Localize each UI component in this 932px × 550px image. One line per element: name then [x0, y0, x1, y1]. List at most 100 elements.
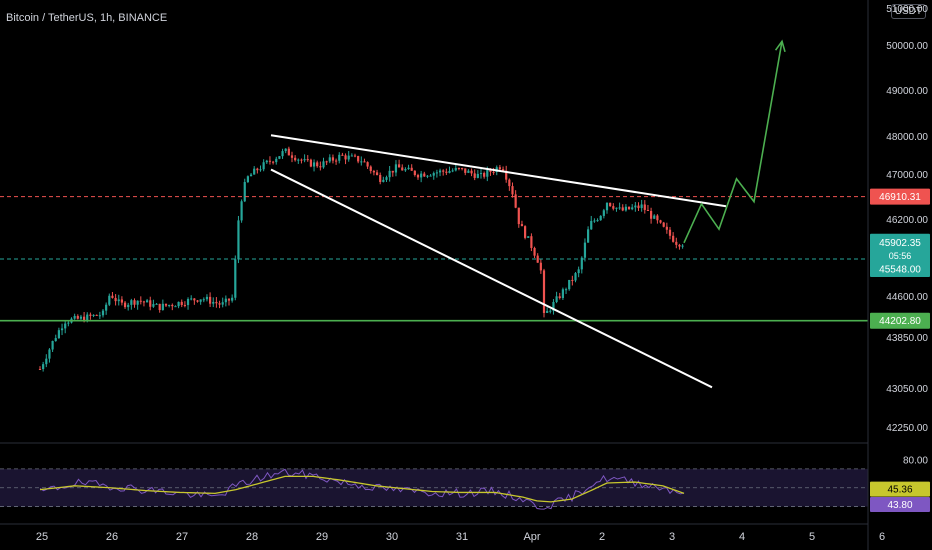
candle-body-105: [369, 166, 372, 171]
price-badge-support: 44202.80: [879, 316, 921, 327]
x-tick-label-11: 5: [809, 531, 815, 543]
candle-body-147: [501, 169, 505, 171]
candle-body-121: [420, 173, 423, 178]
y-tick-label-8: 50000.00: [886, 41, 928, 52]
candle-body-28: [127, 304, 130, 308]
candle-body-180: [605, 202, 609, 211]
candle-body-47: [186, 298, 190, 306]
candle-body-182: [612, 206, 615, 209]
y-tick-label-9: 51000.00: [886, 4, 928, 15]
candle-body-136: [467, 170, 470, 173]
candle-body-20: [101, 310, 105, 316]
y-tick-label-2: 43850.00: [886, 333, 928, 344]
candle-body-172: [580, 257, 583, 270]
candle-body-123: [426, 175, 429, 177]
candle-body-128: [442, 170, 445, 172]
candle-body-122: [423, 173, 426, 177]
chart-title: Bitcoin / TetherUS, 1h, BINANCE: [6, 12, 168, 24]
rsi-ma-badge: 43.80: [887, 500, 912, 511]
candle-body-83: [300, 159, 303, 161]
candle-body-61: [231, 297, 234, 301]
candle-body-15: [86, 314, 89, 322]
candle-body-173: [583, 242, 587, 258]
rsi-y-tick-label-0: 80.00: [903, 455, 928, 466]
candle-body-92: [328, 157, 331, 162]
candle-body-60: [227, 298, 231, 301]
candle-body-95: [338, 154, 341, 161]
candle-body-161: [546, 310, 549, 313]
countdown-label: 05:56: [889, 251, 912, 261]
candle-body-65: [243, 182, 246, 202]
x-tick-label-7: Apr: [523, 531, 540, 543]
y-tick-label-4: 46200.00: [886, 215, 928, 226]
candle-body-169: [571, 279, 574, 281]
projection-arrowhead: [774, 39, 786, 53]
candle-body-31: [136, 300, 139, 305]
rsi-ma-line: [39, 475, 685, 503]
candle-body-130: [448, 171, 451, 173]
candle-body-156: [530, 236, 533, 248]
candle-body-124: [429, 175, 432, 177]
candle-body-200: [668, 229, 672, 236]
candle-body-34: [146, 300, 149, 303]
y-tick-label-3: 44600.00: [886, 292, 928, 303]
candle-body-138: [473, 173, 476, 178]
candle-body-85: [306, 159, 309, 161]
candle-body-146: [498, 167, 501, 170]
candle-body-68: [253, 168, 256, 175]
candle-body-102: [360, 161, 363, 163]
candle-body-39: [161, 303, 164, 310]
candle-body-188: [631, 207, 634, 210]
candle-body-25: [117, 299, 120, 302]
candle-body-186: [624, 206, 627, 211]
candle-body-53: [205, 296, 209, 300]
candle-body-74: [272, 161, 275, 163]
candle-body-204: [681, 245, 684, 247]
candle-body-167: [564, 289, 568, 291]
rsi-value-badge: 45.36: [887, 485, 912, 496]
candle-body-116: [404, 169, 407, 171]
candle-body-87: [312, 162, 316, 167]
candle-body-171: [577, 269, 580, 274]
overlay-layer: [0, 39, 868, 389]
candle-body-187: [627, 206, 631, 210]
candle-body-62: [234, 259, 237, 298]
candle-body-119: [413, 170, 416, 176]
candle-body-152: [517, 207, 520, 225]
candle-body-192: [643, 204, 646, 210]
candle-body-125: [432, 173, 435, 176]
x-tick-label-6: 31: [456, 531, 468, 543]
candle-body-148: [505, 170, 508, 180]
candle-body-104: [366, 162, 369, 167]
candle-body-133: [457, 167, 461, 169]
candle-body-7: [60, 328, 64, 331]
currency-badge[interactable]: USDT: [890, 4, 926, 19]
price-badge-support-dashed-bg: [870, 261, 930, 278]
candle-body-90: [322, 161, 325, 168]
candle-body-96: [341, 154, 344, 156]
candle-body-49: [193, 298, 196, 301]
candle-body-11: [73, 315, 76, 319]
candle-body-127: [438, 170, 442, 173]
candle-body-141: [483, 173, 486, 177]
candle-body-103: [363, 161, 366, 163]
rsi-ma-badge-bg: [870, 497, 930, 513]
candle-body-37: [155, 303, 158, 305]
candle-body-22: [108, 295, 111, 305]
candle-body-174: [587, 229, 590, 243]
candle-body-101: [357, 156, 360, 162]
price-badge-resistance-bg: [870, 188, 930, 205]
candle-body-77: [281, 151, 284, 157]
candle-body-144: [492, 171, 495, 173]
candle-body-140: [479, 173, 483, 175]
candle-body-59: [224, 298, 227, 303]
candle-body-151: [514, 194, 517, 208]
y-tick-label-1: 43050.00: [886, 384, 928, 395]
candle-body-80: [290, 155, 294, 158]
candle-body-115: [401, 167, 404, 171]
candle-body-158: [536, 255, 539, 263]
candle-body-64: [240, 201, 243, 221]
candle-body-70: [259, 169, 262, 171]
candle-body-179: [602, 210, 605, 216]
